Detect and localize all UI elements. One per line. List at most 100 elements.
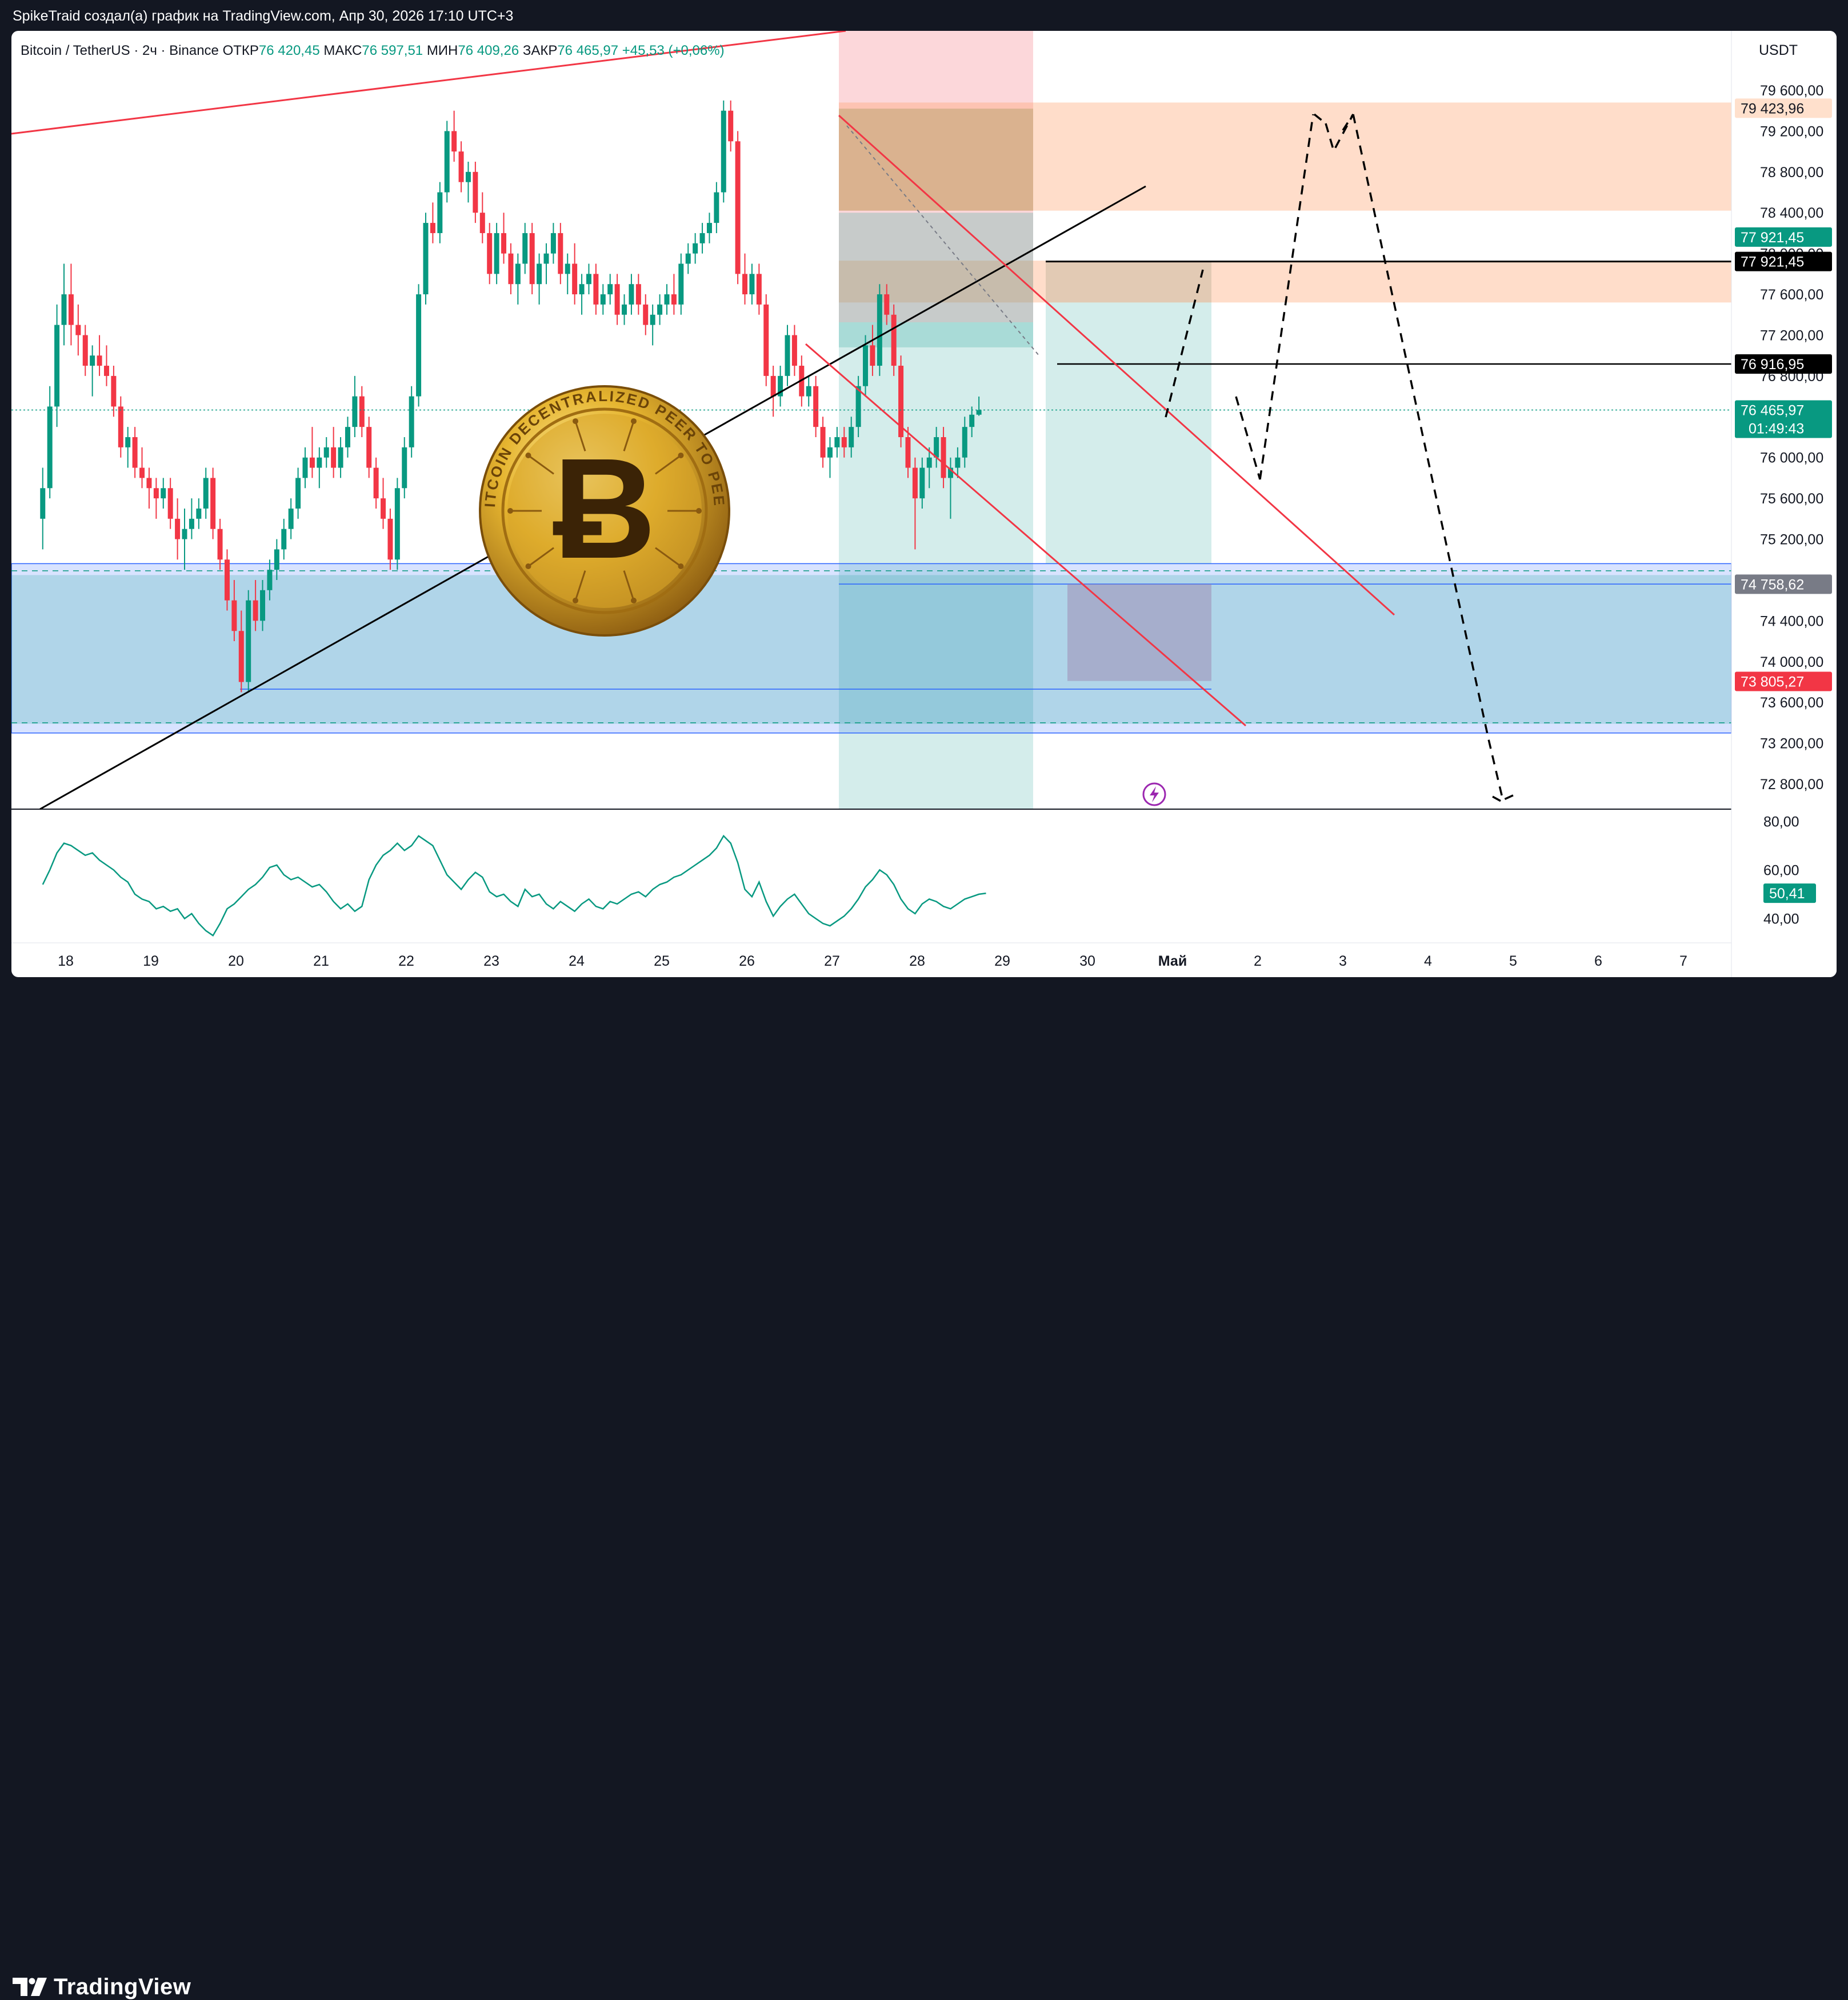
candle-body: [189, 518, 194, 529]
coin-circuit-dot: [678, 563, 684, 569]
candle-body: [409, 396, 414, 447]
coin-circuit-line: [623, 570, 635, 601]
candle-body: [586, 274, 591, 285]
candle-body: [778, 375, 783, 397]
candle-body: [678, 263, 684, 305]
coin-bitcoin-symbol: Ƀ: [553, 429, 657, 588]
candle-body: [827, 447, 833, 458]
candle-body: [451, 131, 457, 152]
chart-svg[interactable]: ɃBITCOIN DECENTRALIZED PEER TO PEER 79 6…: [11, 31, 1837, 977]
candle-body: [61, 294, 67, 325]
price-tick-label: 75 600,00: [1760, 491, 1823, 507]
candle-body: [302, 457, 308, 478]
candle-body: [714, 192, 719, 223]
candle-body: [281, 529, 287, 550]
candle-body: [437, 192, 443, 233]
candle-body: [728, 110, 734, 142]
candle-body: [735, 141, 741, 274]
candle-body: [664, 294, 670, 305]
candle-body: [749, 274, 755, 295]
candle-body: [693, 243, 698, 254]
candle-body: [90, 355, 95, 366]
candle-body: [891, 314, 897, 366]
coin-circuit-line: [527, 547, 554, 567]
olive-box: [839, 109, 1033, 211]
channel-lower: [805, 343, 1246, 727]
badge-red: 73 805,27: [1741, 674, 1804, 690]
price-tick-label: 73 600,00: [1760, 695, 1823, 711]
candle-body: [473, 171, 478, 213]
candle-body: [274, 549, 279, 570]
time-tick-label: 21: [313, 953, 329, 969]
candle-body: [650, 314, 655, 325]
short-risk-zone: [839, 31, 1033, 322]
candle-body: [167, 488, 173, 519]
candle-body: [231, 600, 237, 631]
candle-body: [579, 284, 585, 295]
candle-body: [331, 447, 337, 468]
candle-body: [125, 437, 131, 447]
candle-body: [884, 294, 890, 315]
candle-body: [153, 488, 159, 499]
candle-body: [543, 253, 549, 264]
rsi-tick-label: 40,00: [1763, 911, 1799, 927]
time-tick-label: 22: [398, 953, 414, 969]
candle-body: [394, 488, 400, 560]
short-target-zone: [839, 322, 1033, 809]
candle-body: [849, 427, 854, 447]
coin-circuit-dot: [630, 418, 637, 425]
time-tick-label: 18: [58, 953, 74, 969]
badge-price-bg: [1735, 400, 1832, 438]
chart-frame[interactable]: ɃBITCOIN DECENTRALIZED PEER TO PEER 79 6…: [11, 31, 1837, 977]
candle-body: [926, 457, 932, 468]
candle-body: [934, 437, 939, 458]
price-tick-label: 75 200,00: [1760, 532, 1823, 548]
candle-body: [671, 294, 677, 305]
candle-body: [657, 304, 663, 315]
price-tick-label: 74 400,00: [1760, 613, 1823, 629]
candle-body: [217, 529, 223, 560]
candle-body: [338, 447, 343, 468]
badge-price: 76 465,97: [1741, 403, 1804, 419]
candle-body: [47, 406, 53, 489]
time-axis: 18 19 20 21 22 23 24 25 26 27 28 29 30 Май 2 3 4 5 6 7: [58, 953, 1687, 969]
candle-body: [600, 294, 606, 305]
time-tick-label: 25: [654, 953, 670, 969]
coin-circuit-line: [527, 454, 554, 475]
candle-body: [685, 253, 691, 264]
candle-body: [522, 233, 528, 264]
candle-body: [614, 284, 620, 315]
candle-body: [629, 284, 634, 305]
candle-body: [479, 213, 485, 233]
tradingview-logo[interactable]: TradingView: [13, 1974, 191, 1999]
candle-body: [508, 253, 514, 285]
candle-body: [288, 508, 294, 529]
time-tick-label: 7: [1679, 953, 1687, 969]
bottom-bar: TradingView: [0, 977, 1848, 1999]
candle-body: [458, 151, 464, 182]
candle-body: [550, 233, 556, 254]
symbol-legend: Bitcoin / TetherUS · 2ч · Binance ОТКР76…: [21, 43, 725, 58]
lightning-icon: [1142, 782, 1166, 806]
badge-gray: 74 758,62: [1741, 577, 1804, 593]
candle-body: [373, 467, 379, 499]
coin-circuit-dot: [525, 453, 531, 459]
candle-body: [742, 274, 748, 295]
candle-body: [501, 233, 507, 254]
candle-body: [267, 570, 273, 590]
time-tick-label: 27: [824, 953, 840, 969]
candle-body: [905, 437, 911, 468]
price-tick-label: 74 000,00: [1760, 654, 1823, 670]
candle-body: [941, 437, 946, 478]
candle-body: [622, 304, 627, 315]
candles-layer: [40, 100, 982, 693]
candle-body: [962, 427, 967, 458]
coin-circuit-dot: [696, 508, 702, 514]
time-tick-label: 5: [1509, 953, 1517, 969]
candle-body: [870, 345, 875, 366]
zone-resistance-lower: [839, 261, 1731, 303]
rsi-line: [42, 834, 986, 937]
bitcoin-coin-icon: ɃBITCOIN DECENTRALIZED PEER TO PEER: [11, 31, 730, 637]
candle-body: [402, 447, 407, 489]
